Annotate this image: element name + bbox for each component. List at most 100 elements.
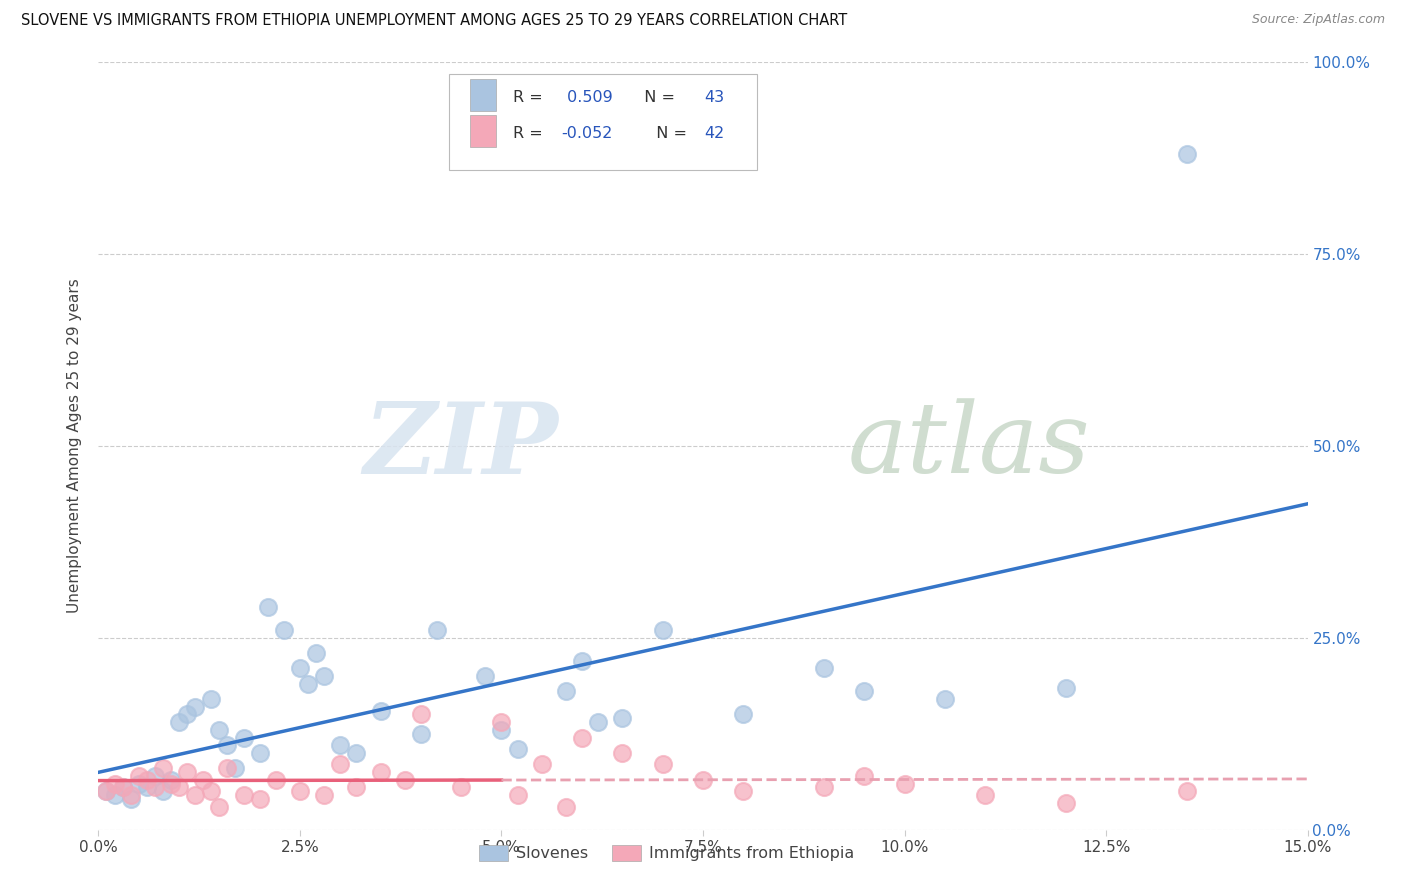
Point bbox=[314, 788, 336, 802]
Point bbox=[167, 715, 190, 730]
Point bbox=[474, 669, 496, 683]
Point bbox=[651, 623, 673, 637]
Point bbox=[135, 780, 157, 795]
Point bbox=[232, 788, 254, 802]
Point bbox=[200, 784, 222, 798]
Point bbox=[184, 788, 207, 802]
Point bbox=[288, 661, 311, 675]
Point bbox=[256, 600, 278, 615]
Point bbox=[733, 784, 755, 798]
Point bbox=[120, 788, 142, 802]
Point bbox=[128, 776, 150, 790]
Point bbox=[974, 788, 997, 802]
Point bbox=[152, 761, 174, 775]
Point bbox=[264, 772, 287, 787]
Y-axis label: Unemployment Among Ages 25 to 29 years: Unemployment Among Ages 25 to 29 years bbox=[67, 278, 83, 614]
Point bbox=[208, 799, 231, 814]
Point bbox=[426, 623, 449, 637]
Point bbox=[103, 776, 125, 790]
Point bbox=[612, 746, 634, 760]
Point bbox=[893, 776, 915, 790]
Point bbox=[733, 707, 755, 722]
Text: -0.052: -0.052 bbox=[561, 127, 613, 141]
Text: SLOVENE VS IMMIGRANTS FROM ETHIOPIA UNEMPLOYMENT AMONG AGES 25 TO 29 YEARS CORRE: SLOVENE VS IMMIGRANTS FROM ETHIOPIA UNEM… bbox=[21, 13, 848, 29]
Point bbox=[135, 772, 157, 787]
Point bbox=[1054, 796, 1077, 810]
Point bbox=[692, 772, 714, 787]
Text: 42: 42 bbox=[704, 127, 724, 141]
Text: R =: R = bbox=[513, 90, 548, 105]
Text: N =: N = bbox=[634, 90, 681, 105]
Point bbox=[273, 623, 295, 637]
Point bbox=[1175, 147, 1198, 161]
Point bbox=[96, 784, 118, 798]
Point bbox=[111, 780, 134, 795]
Point bbox=[128, 769, 150, 783]
Point bbox=[96, 784, 118, 798]
Point bbox=[232, 731, 254, 745]
Point bbox=[853, 769, 876, 783]
Point bbox=[934, 692, 956, 706]
Point bbox=[555, 799, 578, 814]
Point bbox=[491, 715, 513, 730]
Point bbox=[184, 699, 207, 714]
Point bbox=[103, 788, 125, 802]
Point bbox=[853, 684, 876, 698]
Text: 43: 43 bbox=[704, 90, 724, 105]
Point bbox=[329, 738, 352, 752]
Text: N =: N = bbox=[647, 127, 692, 141]
Point bbox=[176, 765, 198, 780]
Point bbox=[1054, 681, 1077, 695]
Text: atlas: atlas bbox=[848, 399, 1091, 493]
Point bbox=[394, 772, 416, 787]
Point bbox=[217, 738, 239, 752]
Point bbox=[344, 780, 367, 795]
Point bbox=[217, 761, 239, 775]
Point bbox=[329, 757, 352, 772]
Point bbox=[612, 711, 634, 725]
Point bbox=[249, 746, 271, 760]
Text: Source: ZipAtlas.com: Source: ZipAtlas.com bbox=[1251, 13, 1385, 27]
Point bbox=[152, 784, 174, 798]
Bar bbox=[470, 78, 496, 111]
Point bbox=[288, 784, 311, 798]
Point bbox=[160, 772, 183, 787]
Point bbox=[160, 776, 183, 790]
Point bbox=[571, 731, 593, 745]
Point bbox=[813, 780, 835, 795]
Point bbox=[111, 780, 134, 795]
Point bbox=[200, 692, 222, 706]
Point bbox=[409, 707, 432, 722]
Point bbox=[193, 772, 215, 787]
Point bbox=[506, 742, 529, 756]
Text: ZIP: ZIP bbox=[363, 398, 558, 494]
Point bbox=[344, 746, 367, 760]
Point bbox=[409, 726, 432, 740]
Point bbox=[314, 669, 336, 683]
Point bbox=[224, 761, 246, 775]
Point bbox=[571, 654, 593, 668]
Point bbox=[176, 707, 198, 722]
Text: R =: R = bbox=[513, 127, 548, 141]
Point bbox=[555, 684, 578, 698]
Point bbox=[491, 723, 513, 737]
Point bbox=[530, 757, 553, 772]
Point bbox=[1175, 784, 1198, 798]
Point bbox=[167, 780, 190, 795]
Point bbox=[120, 792, 142, 806]
Bar bbox=[470, 114, 496, 147]
Legend: Slovenes, Immigrants from Ethiopia: Slovenes, Immigrants from Ethiopia bbox=[472, 838, 860, 868]
Point bbox=[506, 788, 529, 802]
Point bbox=[249, 792, 271, 806]
Point bbox=[370, 765, 392, 780]
Point bbox=[143, 780, 166, 795]
Point bbox=[586, 715, 609, 730]
FancyBboxPatch shape bbox=[449, 74, 758, 169]
Point bbox=[450, 780, 472, 795]
Point bbox=[370, 704, 392, 718]
Text: 0.509: 0.509 bbox=[561, 90, 612, 105]
Point bbox=[208, 723, 231, 737]
Point bbox=[143, 769, 166, 783]
Point bbox=[651, 757, 673, 772]
Point bbox=[813, 661, 835, 675]
